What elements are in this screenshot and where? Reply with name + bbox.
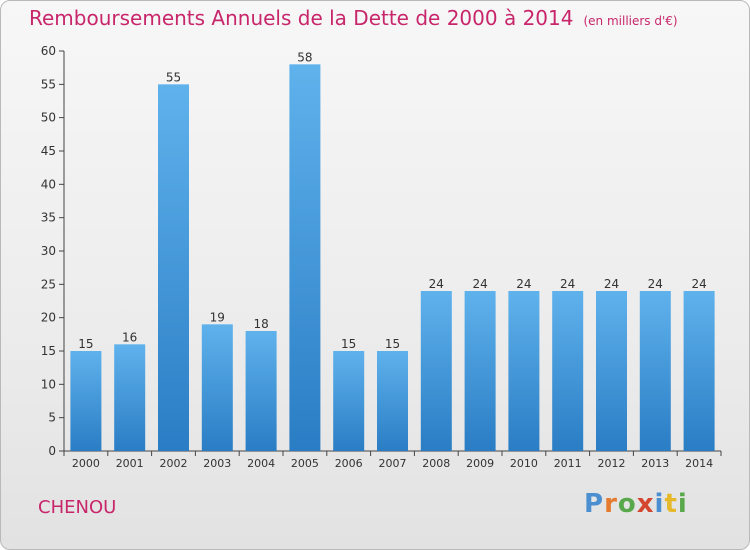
- logo-letter: i: [654, 489, 665, 519]
- data-label: 16: [122, 330, 137, 344]
- x-tick-label: 2005: [291, 457, 319, 470]
- x-tick-label: 2010: [510, 457, 538, 470]
- bar: [333, 351, 365, 451]
- bar: [464, 291, 496, 451]
- x-tick-label: 2007: [379, 457, 407, 470]
- x-tick-label: 2004: [247, 457, 275, 470]
- data-label: 24: [472, 277, 487, 291]
- bar: [508, 291, 540, 451]
- data-label: 24: [648, 277, 663, 291]
- y-tick-label: 0: [48, 444, 56, 458]
- logo-letter: P: [584, 489, 605, 519]
- proxiti-logo: Proxiti: [584, 489, 688, 519]
- x-tick-label: 2003: [203, 457, 231, 470]
- data-label: 15: [78, 337, 93, 351]
- data-label: 15: [341, 337, 356, 351]
- data-label: 24: [691, 277, 706, 291]
- data-label: 24: [429, 277, 444, 291]
- x-tick-label: 2011: [554, 457, 582, 470]
- bar: [201, 324, 233, 451]
- x-tick-label: 2009: [466, 457, 494, 470]
- y-tick-label: 5: [48, 411, 56, 425]
- bar: [377, 351, 408, 451]
- bar: [596, 291, 627, 451]
- bar: [420, 291, 452, 451]
- x-tick-label: 2013: [641, 457, 669, 470]
- logo-letter: i: [677, 489, 688, 519]
- data-label: 24: [560, 277, 575, 291]
- y-tick-label: 35: [41, 211, 56, 225]
- y-tick-label: 20: [41, 311, 56, 325]
- logo-letter: t: [664, 489, 678, 519]
- bar: [245, 331, 277, 451]
- data-label: 58: [297, 50, 312, 64]
- y-tick-label: 55: [41, 77, 56, 91]
- x-tick-label: 2006: [335, 457, 363, 470]
- x-tick-label: 2001: [116, 457, 144, 470]
- data-label: 19: [210, 310, 225, 324]
- data-label: 55: [166, 70, 181, 84]
- y-tick-label: 30: [41, 244, 56, 258]
- bar: [70, 351, 102, 451]
- data-label: 24: [516, 277, 531, 291]
- x-tick-label: 2000: [72, 457, 100, 470]
- x-tick-label: 2014: [685, 457, 713, 470]
- commune-name: CHENOU: [38, 497, 117, 518]
- chart-title-unit: (en milliers d'€): [583, 14, 678, 28]
- chart-title-main: Remboursements Annuels de la Dette de 20…: [29, 6, 574, 30]
- x-tick-label: 2002: [160, 457, 188, 470]
- chart-title: Remboursements Annuels de la Dette de 20…: [29, 6, 678, 30]
- bar: [114, 344, 146, 451]
- bar: [683, 291, 715, 451]
- x-tick-label: 2012: [598, 457, 626, 470]
- logo-letter: x: [636, 489, 655, 519]
- bar: [552, 291, 584, 451]
- y-tick-label: 60: [41, 44, 56, 58]
- y-tick-label: 10: [41, 377, 56, 391]
- y-tick-label: 15: [41, 344, 56, 358]
- bar: [158, 84, 189, 451]
- bar: [639, 291, 671, 451]
- logo-letter: o: [617, 489, 637, 519]
- y-tick-label: 45: [41, 144, 56, 158]
- y-tick-label: 40: [41, 177, 56, 191]
- logo-letter: r: [604, 489, 618, 519]
- data-label: 24: [604, 277, 619, 291]
- x-tick-label: 2008: [422, 457, 450, 470]
- data-label: 15: [385, 337, 400, 351]
- data-label: 18: [253, 317, 268, 331]
- y-tick-label: 25: [41, 277, 56, 291]
- bar: [289, 64, 321, 452]
- y-tick-label: 50: [41, 111, 56, 125]
